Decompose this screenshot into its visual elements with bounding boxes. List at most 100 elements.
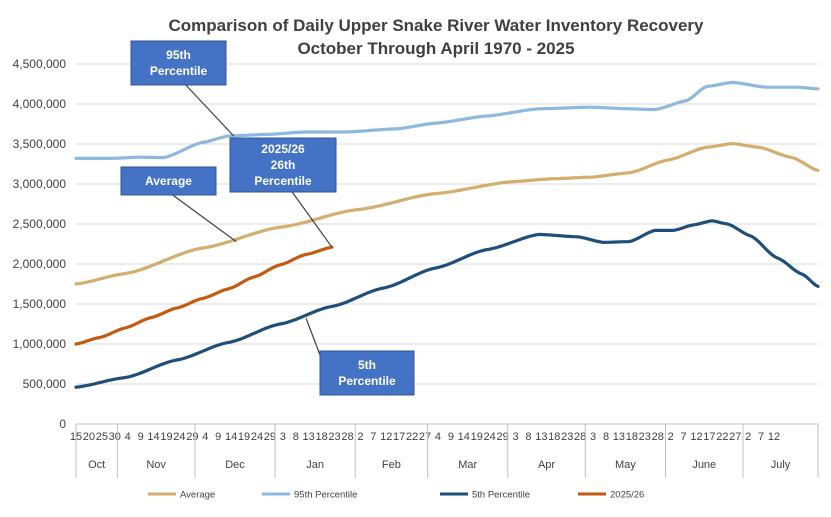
callout-box (319, 350, 415, 396)
callout-label: Percentile (150, 64, 208, 78)
callout: 95th Percentile (130, 40, 235, 137)
x-month-label: May (615, 459, 636, 471)
x-day-label: 2 (357, 431, 363, 443)
callout-leader-line (289, 188, 333, 248)
x-day-label: 28 (652, 431, 664, 443)
callout: Average (120, 166, 237, 243)
x-month-label: June (692, 459, 716, 471)
y-tick-label: 0 (59, 417, 66, 431)
x-day-label: 13 (303, 431, 315, 443)
series-group (74, 80, 820, 389)
legend-label: 95th Percentile (294, 490, 357, 501)
x-day-label: 13 (535, 431, 547, 443)
callout-leader-line (182, 81, 235, 137)
x-day-label: 7 (758, 431, 764, 443)
x-day-label: 4 (125, 431, 131, 443)
x-day-label: 8 (603, 431, 609, 443)
x-axis: 15 20 25 30 4 9 14 19 24 29 4 9 14 19 24 29 3 8 13 18 23 28 2 7… (70, 423, 819, 478)
x-day-label: 29 (496, 431, 508, 443)
legend-label: Average (180, 490, 215, 501)
x-day-label: 2 (668, 431, 674, 443)
callouts-group: 95th Percentile Average 2025/26 26th Percenti… (120, 40, 415, 396)
x-month-label: Mar (458, 459, 477, 471)
series-line-average (74, 142, 820, 286)
series-line-2025-26 (74, 245, 334, 346)
x-day-label: 18 (626, 431, 638, 443)
callout-box (120, 166, 217, 196)
x-month-label: Feb (382, 459, 401, 471)
x-day-label: 4 (202, 431, 208, 443)
x-day-label: 18 (315, 431, 327, 443)
x-day-label: 27 (729, 431, 741, 443)
x-day-label: 4 (435, 431, 441, 443)
y-tick-label: 1,000,000 (13, 337, 67, 351)
x-month-label: Apr (538, 459, 555, 471)
callout-label: 5th (358, 358, 376, 372)
x-day-label: 17 (703, 431, 715, 443)
x-day-label: 19 (160, 431, 172, 443)
x-day-label: 23 (639, 431, 651, 443)
x-day-label: 22 (716, 431, 728, 443)
x-day-label: 22 (406, 431, 418, 443)
x-day-label: 9 (138, 431, 144, 443)
y-tick-label: 4,500,000 (13, 57, 67, 71)
x-day-label: 24 (173, 431, 185, 443)
x-day-label: 25 (96, 431, 108, 443)
callout: 2025/26 26th Percentile (229, 137, 337, 248)
y-tick-label: 1,500,000 (13, 297, 67, 311)
x-day-label: 19 (238, 431, 250, 443)
x-day-label: 17 (393, 431, 405, 443)
x-day-label: 7 (680, 431, 686, 443)
callout-label: Percentile (338, 374, 396, 388)
x-day-label: 7 (370, 431, 376, 443)
x-day-label: 3 (280, 431, 286, 443)
callout-label: 2025/26 (261, 142, 305, 156)
callout-leader-line (305, 318, 321, 356)
y-tick-label: 2,000,000 (13, 257, 67, 271)
y-tick-label: 3,500,000 (13, 137, 67, 151)
x-day-label: 12 (380, 431, 392, 443)
callout-label: 95th (166, 48, 191, 62)
x-day-label: 23 (561, 431, 573, 443)
y-tick-label: 2,500,000 (13, 217, 67, 231)
x-day-label: 18 (548, 431, 560, 443)
x-day-label: 24 (251, 431, 263, 443)
callout-label: 26th (271, 158, 296, 172)
x-day-label: 8 (293, 431, 299, 443)
x-day-label: 3 (512, 431, 518, 443)
series-line-5th-percentile (74, 219, 820, 389)
chart-title-line-1: Comparison of Daily Upper Snake River Wa… (168, 16, 704, 35)
x-day-label: 29 (186, 431, 198, 443)
x-day-label: 30 (109, 431, 121, 443)
x-day-label: 29 (264, 431, 276, 443)
y-axis: 0 500,000 1,000,000 1,500,000 2,000,000 2,500… (13, 57, 67, 431)
x-day-label: 20 (83, 431, 95, 443)
x-day-label: 12 (690, 431, 702, 443)
x-day-label: 8 (525, 431, 531, 443)
x-day-label: 19 (471, 431, 483, 443)
callout-box (130, 40, 227, 86)
callout: 5th Percentile (305, 318, 415, 396)
x-month-label: July (771, 459, 791, 471)
x-day-label: 24 (484, 431, 496, 443)
legend: Average 95th Percentile 5th Percentile 2025… (148, 490, 644, 501)
x-month-label: Dec (225, 459, 245, 471)
x-day-label: 9 (448, 431, 454, 443)
series-line-95th-percentile (74, 80, 820, 160)
x-day-label: 14 (147, 431, 159, 443)
x-day-label: 28 (574, 431, 586, 443)
y-tick-label: 4,000,000 (13, 97, 67, 111)
callout-label: Percentile (254, 174, 312, 188)
x-day-label: 28 (341, 431, 353, 443)
x-day-label: 13 (613, 431, 625, 443)
x-day-label: 27 (419, 431, 431, 443)
x-day-label: 3 (590, 431, 596, 443)
legend-label: 5th Percentile (472, 490, 530, 501)
gridlines (76, 63, 818, 425)
y-tick-label: 3,000,000 (13, 177, 67, 191)
chart-title-line-2: October Through April 1970 - 2025 (297, 39, 574, 58)
callout-leader-line (169, 192, 237, 243)
x-day-label: 9 (215, 431, 221, 443)
x-month-label: Jan (306, 459, 324, 471)
